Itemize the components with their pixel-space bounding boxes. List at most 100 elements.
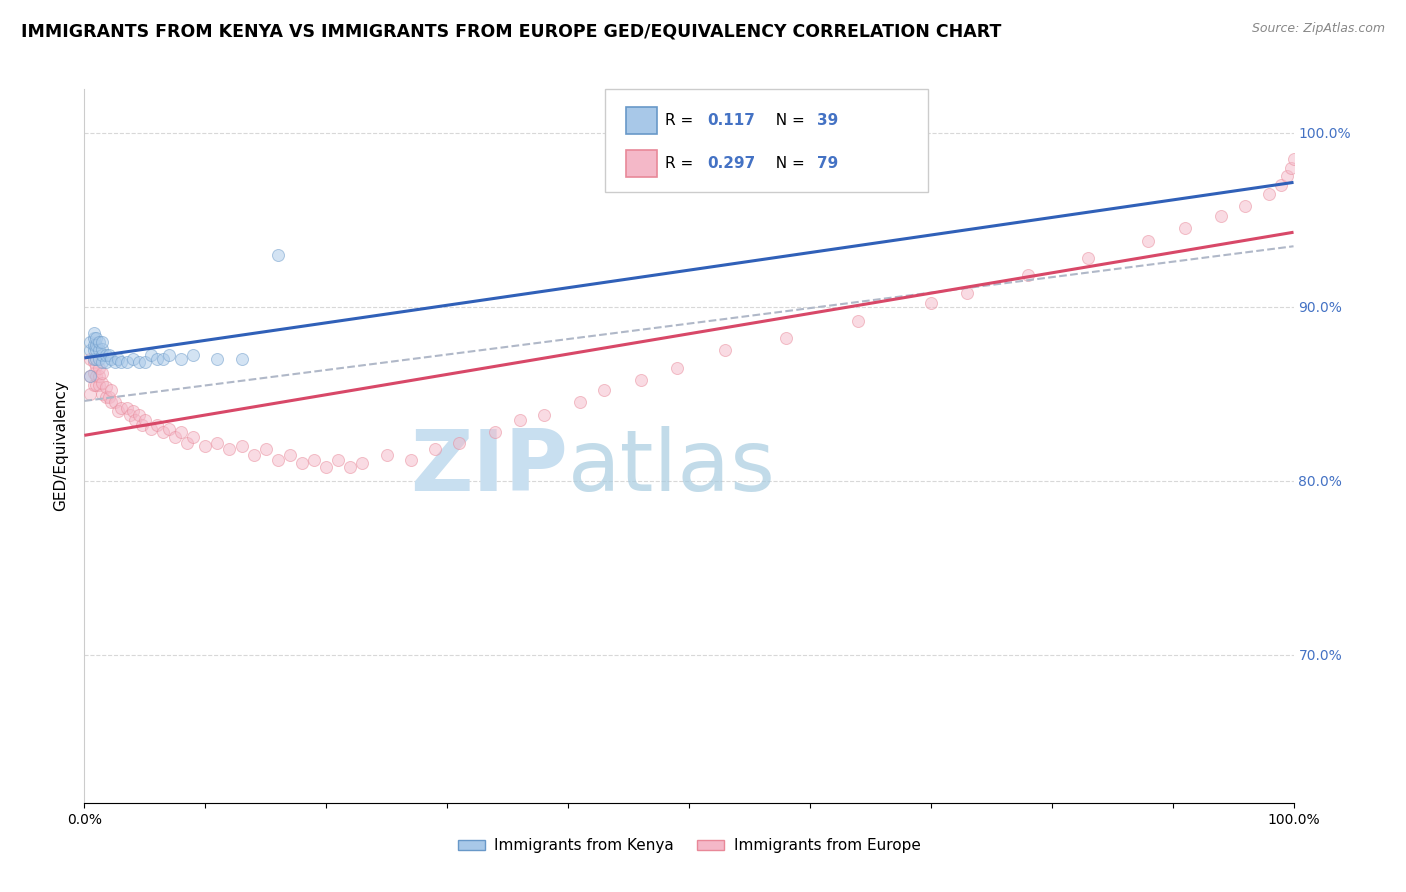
Point xyxy=(86,359,108,373)
Point xyxy=(91,386,114,401)
Point xyxy=(79,351,101,366)
Point xyxy=(83,355,105,369)
Point xyxy=(339,459,361,474)
Point xyxy=(91,342,114,356)
Point xyxy=(115,401,138,415)
Point xyxy=(302,453,325,467)
Point xyxy=(131,418,153,433)
Point xyxy=(920,296,942,310)
Point xyxy=(83,366,105,380)
Point xyxy=(170,351,193,366)
Point xyxy=(165,430,187,444)
Point xyxy=(291,457,314,471)
Point xyxy=(79,334,101,349)
Text: IMMIGRANTS FROM KENYA VS IMMIGRANTS FROM EUROPE GED/EQUIVALENCY CORRELATION CHAR: IMMIGRANTS FROM KENYA VS IMMIGRANTS FROM… xyxy=(21,22,1001,40)
Point xyxy=(1017,268,1039,283)
Point xyxy=(509,413,531,427)
Point xyxy=(315,459,337,474)
Point xyxy=(104,395,127,409)
Point xyxy=(254,442,277,457)
Point xyxy=(218,442,240,457)
Point xyxy=(83,331,105,345)
Point xyxy=(86,378,108,392)
Point xyxy=(91,376,114,391)
Point xyxy=(87,378,110,392)
Point xyxy=(124,413,146,427)
Point xyxy=(134,413,156,427)
Point xyxy=(630,373,652,387)
Point xyxy=(86,343,108,358)
Text: 39: 39 xyxy=(817,113,838,128)
Text: R =: R = xyxy=(665,113,699,128)
Point xyxy=(956,285,979,300)
Point xyxy=(107,404,129,418)
Text: 0.297: 0.297 xyxy=(707,156,755,170)
Point xyxy=(1234,199,1257,213)
Point xyxy=(242,448,264,462)
Point xyxy=(278,448,301,462)
Point xyxy=(207,435,229,450)
Point xyxy=(1077,251,1099,265)
Point xyxy=(87,334,110,349)
Point xyxy=(484,425,506,439)
Y-axis label: GED/Equivalency: GED/Equivalency xyxy=(53,381,69,511)
Point xyxy=(121,404,143,418)
Point xyxy=(79,369,101,384)
Point xyxy=(194,439,217,453)
Point xyxy=(181,430,204,444)
Legend: Immigrants from Kenya, Immigrants from Europe: Immigrants from Kenya, Immigrants from E… xyxy=(451,832,927,859)
Text: atlas: atlas xyxy=(568,425,776,509)
Point xyxy=(714,343,737,358)
Point xyxy=(100,384,122,398)
Point xyxy=(231,351,253,366)
Point xyxy=(146,351,169,366)
Point xyxy=(83,378,105,392)
Point xyxy=(1282,152,1305,166)
Point xyxy=(1258,186,1281,201)
Point xyxy=(449,435,471,450)
Point xyxy=(94,355,117,369)
Text: N =: N = xyxy=(766,156,810,170)
Text: N =: N = xyxy=(766,113,810,128)
Point xyxy=(79,369,101,384)
Point xyxy=(86,331,108,345)
Point xyxy=(79,343,101,358)
Text: 79: 79 xyxy=(817,156,838,170)
Point xyxy=(1209,209,1232,223)
Point xyxy=(87,351,110,366)
Point xyxy=(104,355,127,369)
Point xyxy=(94,390,117,404)
Point xyxy=(1174,221,1197,235)
Point xyxy=(107,351,129,366)
Point xyxy=(120,408,142,422)
Point xyxy=(115,355,138,369)
Point xyxy=(128,355,150,369)
Point xyxy=(87,360,110,375)
Point xyxy=(1137,234,1160,248)
Point xyxy=(423,442,446,457)
Point xyxy=(83,351,105,366)
Text: Source: ZipAtlas.com: Source: ZipAtlas.com xyxy=(1251,22,1385,36)
Point xyxy=(569,395,592,409)
Point xyxy=(86,338,108,352)
Point xyxy=(86,351,108,366)
Text: R =: R = xyxy=(665,156,699,170)
Point xyxy=(121,351,143,366)
Point xyxy=(139,421,162,435)
Point xyxy=(328,453,350,467)
Point xyxy=(352,457,374,471)
Point xyxy=(83,338,105,352)
Point xyxy=(231,439,253,453)
Point xyxy=(91,366,114,380)
Point xyxy=(94,380,117,394)
Point xyxy=(91,349,114,363)
Point xyxy=(91,355,114,369)
Point xyxy=(207,351,229,366)
Point xyxy=(100,351,122,366)
Point xyxy=(775,331,797,345)
Text: ZIP: ZIP xyxy=(411,425,568,509)
Point xyxy=(846,314,869,328)
Point xyxy=(146,418,169,433)
Point xyxy=(97,349,120,363)
Point xyxy=(87,343,110,358)
